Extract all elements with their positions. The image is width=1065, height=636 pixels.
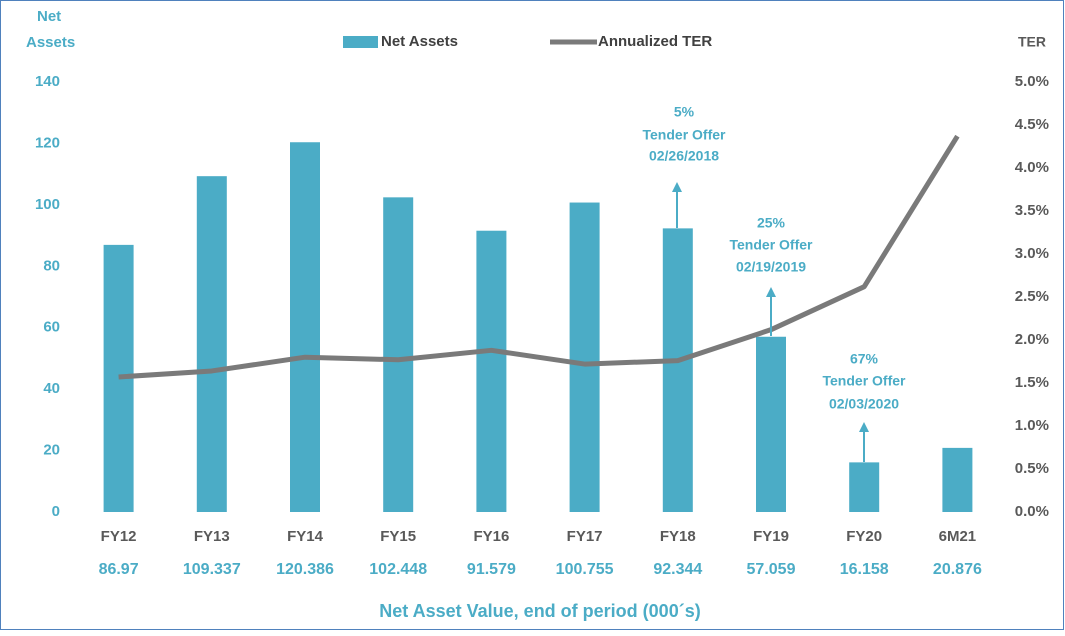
y2-tick-label: 5.0% (1015, 73, 1049, 90)
value-label: 102.448 (369, 561, 427, 578)
value-label: 100.755 (556, 561, 614, 578)
y2-tick-label: 1.0% (1015, 417, 1049, 434)
y-axis-title: Net (37, 8, 61, 25)
value-label: 120.386 (276, 561, 334, 578)
annotation-arrowhead (672, 182, 682, 192)
value-label: 92.344 (653, 561, 702, 578)
x-tick-label: 6M21 (939, 528, 977, 545)
bar (476, 230, 507, 512)
y-tick-label: 60 (43, 319, 60, 336)
y-tick-label: 0 (52, 503, 60, 520)
value-label: 86.97 (99, 561, 139, 578)
y-tick-label: 140 (35, 73, 60, 90)
annotation-text: 02/19/2019 (736, 259, 806, 275)
y-tick-label: 80 (43, 257, 60, 274)
bar (196, 176, 227, 513)
bar (849, 462, 880, 512)
y-axis-title: Assets (26, 34, 75, 51)
y2-tick-label: 4.5% (1015, 116, 1049, 133)
value-label: 57.059 (747, 561, 796, 578)
bar (662, 228, 693, 512)
y-tick-label: 120 (35, 134, 60, 151)
bar (383, 197, 414, 512)
x-tick-label: FY19 (753, 528, 789, 545)
y2-tick-label: 2.0% (1015, 331, 1049, 348)
x-tick-label: FY13 (194, 528, 230, 545)
annotation-arrowhead (859, 422, 869, 432)
x-tick-label: FY12 (101, 528, 137, 545)
annotation-arrowhead (766, 287, 776, 297)
bar (942, 447, 973, 512)
legend-label: Net Assets (381, 33, 458, 50)
annotation-text: 67% (850, 351, 879, 367)
y2-tick-label: 4.0% (1015, 159, 1049, 176)
annotation-text: 02/26/2018 (649, 148, 719, 164)
x-tick-label: FY17 (567, 528, 603, 545)
annotation-text: 02/03/2020 (829, 396, 899, 412)
y2-tick-label: 1.5% (1015, 374, 1049, 391)
y2-tick-label: 3.5% (1015, 202, 1049, 219)
y2-tick-label: 3.0% (1015, 245, 1049, 262)
x-tick-label: FY14 (287, 528, 324, 545)
legend-swatch (343, 36, 378, 48)
annotation-text: Tender Offer (643, 127, 727, 143)
legend-label: Annualized TER (598, 33, 712, 50)
bar (756, 336, 786, 512)
value-label: 91.579 (467, 561, 516, 578)
annotation-text: Tender Offer (823, 373, 907, 389)
annotation-text: Tender Offer (730, 237, 814, 253)
y-tick-label: 20 (43, 442, 60, 459)
ter-line (118, 134, 960, 380)
y2-tick-label: 2.5% (1015, 288, 1049, 305)
value-label: 109.337 (183, 561, 241, 578)
x-tick-label: FY15 (380, 528, 416, 545)
y2-tick-label: 0.5% (1015, 460, 1049, 477)
y-tick-label: 100 (35, 196, 60, 213)
y-tick-label: 40 (43, 380, 60, 397)
y2-tick-label: 0.0% (1015, 503, 1049, 520)
bar (569, 202, 600, 512)
x-tick-label: FY16 (473, 528, 509, 545)
value-label: 16.158 (840, 561, 889, 578)
x-tick-label: FY18 (660, 528, 696, 545)
y2-axis-title: TER (1018, 34, 1046, 50)
value-label: 20.876 (933, 561, 982, 578)
annotation-text: 5% (674, 104, 695, 120)
x-tick-label: FY20 (846, 528, 882, 545)
x-axis-title: Net Asset Value, end of period (000´s) (379, 601, 700, 621)
annotation-text: 25% (757, 215, 786, 231)
bar (290, 142, 320, 513)
